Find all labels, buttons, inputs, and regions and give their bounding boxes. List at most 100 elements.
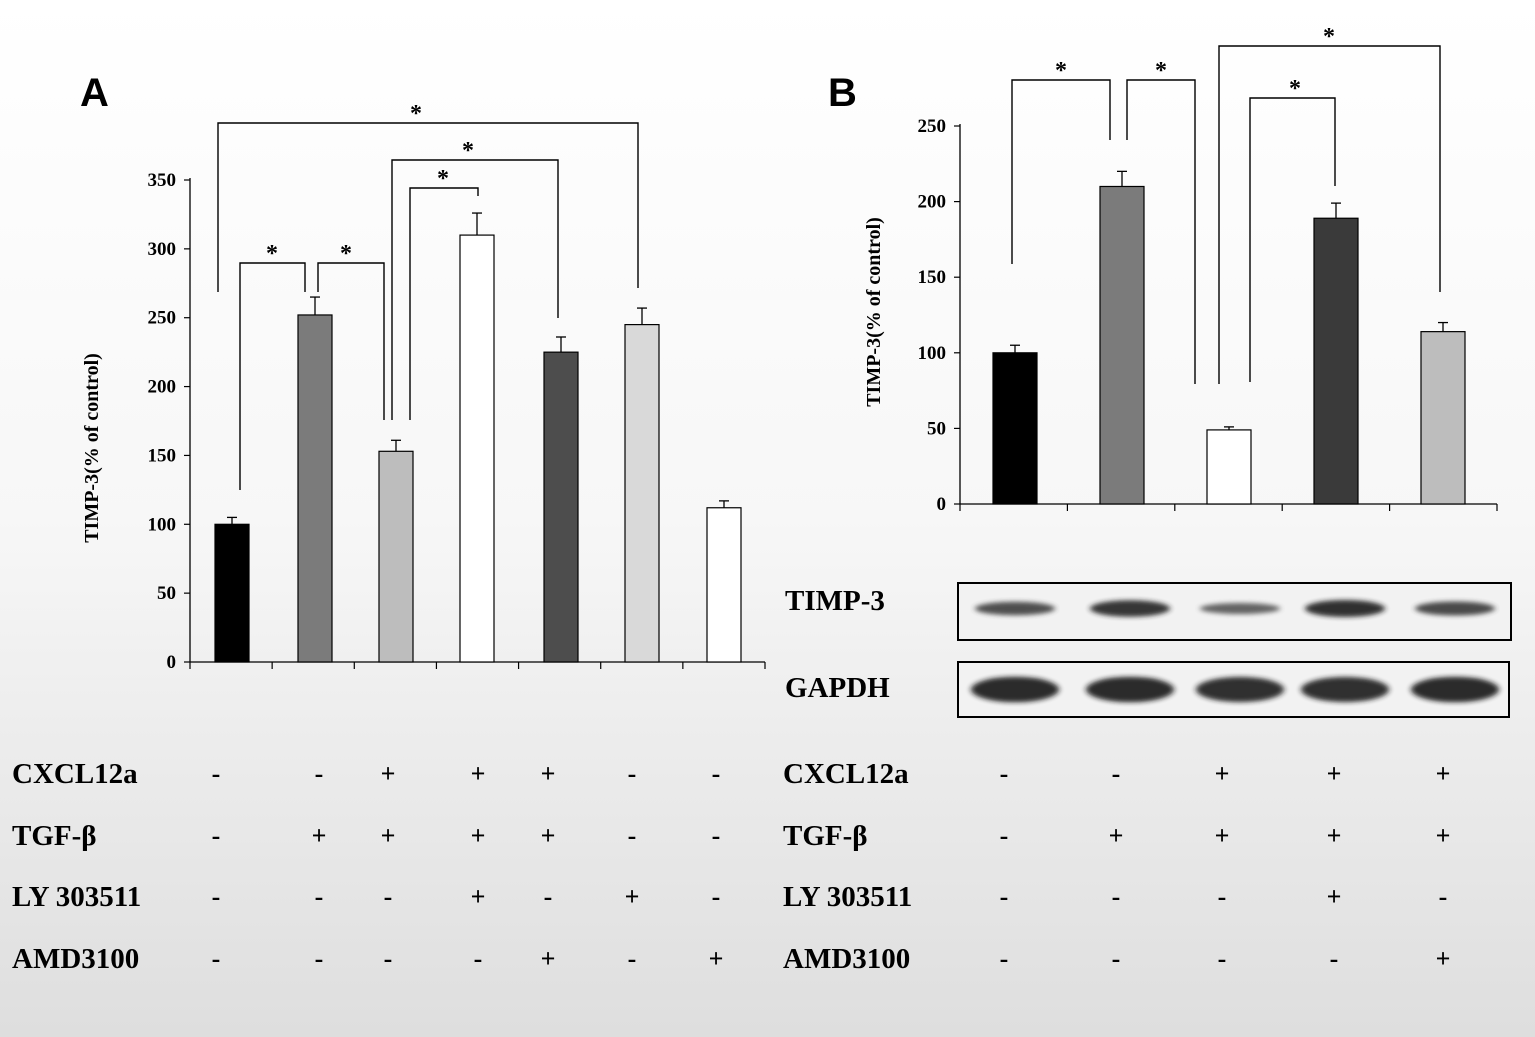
significance-star: *	[340, 241, 352, 267]
treatment-sign: -	[1112, 944, 1121, 973]
y-tick-label: 50	[927, 418, 946, 439]
treatment-sign: +	[381, 821, 396, 850]
y-tick-label: 150	[918, 267, 947, 288]
treatment-sign: +	[1327, 759, 1342, 788]
treatment-sign: -	[212, 882, 221, 911]
treatment-sign: -	[628, 759, 637, 788]
treatment-sign: -	[712, 882, 721, 911]
significance-bracket	[1249, 97, 1336, 382]
significance-star: *	[1323, 24, 1335, 50]
y-tick-label: 150	[148, 445, 177, 466]
treatment-sign: +	[625, 882, 640, 911]
significance-bracket	[217, 122, 639, 292]
bar	[214, 523, 250, 663]
y-tick-label: 0	[167, 652, 177, 673]
significance-star: *	[266, 241, 278, 267]
y-tick-label: 100	[148, 514, 177, 535]
treatment-sign: +	[1327, 821, 1342, 850]
bar	[992, 352, 1038, 505]
bar	[1206, 429, 1252, 505]
treatment-sign: -	[315, 759, 324, 788]
significance-bracket	[1011, 79, 1111, 264]
treatment-sign: -	[384, 944, 393, 973]
treatment-sign: +	[541, 759, 556, 788]
significance-star: *	[410, 101, 422, 127]
treatment-sign: -	[1112, 759, 1121, 788]
panel-letter-a: A	[80, 71, 109, 115]
treatment-sign: +	[471, 759, 486, 788]
y-tick-label: 50	[157, 583, 176, 604]
treatment-sign: +	[1436, 759, 1451, 788]
y-tick-label: 350	[148, 170, 177, 191]
treatment-sign: -	[712, 821, 721, 850]
treatment-name: TGF-β	[783, 820, 868, 852]
treatment-sign: +	[1109, 821, 1124, 850]
treatment-sign: -	[628, 944, 637, 973]
significance-star: *	[1155, 58, 1167, 84]
treatment-sign: -	[315, 882, 324, 911]
treatment-name: AMD3100	[12, 943, 139, 975]
treatment-sign: +	[471, 821, 486, 850]
treatment-sign: +	[1215, 759, 1230, 788]
bar	[543, 351, 579, 663]
chart-panel-a: 0 50 100 150 200 250 300 350 TIMP-3(% of control…	[12, 101, 766, 975]
y-tick-label: 100	[918, 343, 947, 364]
blot-band	[1090, 600, 1170, 617]
y-axis-label: TIMP-3(% of control)	[81, 353, 103, 543]
significance-star: *	[462, 138, 474, 164]
treatment-sign: -	[1330, 944, 1339, 973]
y-axis-label: TIMP-3(% of control)	[863, 217, 885, 407]
bar	[1099, 185, 1145, 505]
significance-bracket	[409, 187, 479, 420]
treatment-sign: -	[1439, 882, 1448, 911]
treatment-sign: -	[1218, 882, 1227, 911]
treatment-sign: -	[315, 944, 324, 973]
treatment-sign: +	[471, 882, 486, 911]
treatment-sign: -	[1218, 944, 1227, 973]
significance-bracket	[391, 159, 559, 420]
significance-star: *	[1289, 76, 1301, 102]
significance-bracket	[317, 262, 385, 420]
blot-band	[1086, 676, 1174, 703]
y-tick-label: 300	[148, 239, 177, 260]
treatment-sign: +	[1215, 821, 1230, 850]
significance-bracket	[1126, 79, 1196, 384]
y-tick-label: 200	[148, 377, 177, 398]
treatment-sign: -	[474, 944, 483, 973]
blot-band	[1305, 600, 1385, 617]
treatment-sign: -	[212, 944, 221, 973]
treatment-sign: +	[312, 821, 327, 850]
y-tick-label: 250	[918, 116, 947, 137]
treatment-sign: +	[1436, 821, 1451, 850]
blot-band	[975, 601, 1055, 616]
treatment-sign: +	[709, 944, 724, 973]
significance-bracket	[1218, 45, 1441, 384]
blot-band	[1411, 676, 1499, 703]
treatment-sign: +	[541, 944, 556, 973]
blot-row-label: TIMP-3	[785, 585, 885, 617]
bar	[378, 450, 414, 663]
treatment-name: AMD3100	[783, 943, 910, 975]
y-tick-label: 200	[918, 192, 947, 213]
treatment-sign: -	[712, 759, 721, 788]
significance-star: *	[437, 166, 449, 192]
blot-band	[1301, 676, 1389, 703]
panel-letter-b: B	[828, 71, 857, 115]
bar	[1420, 331, 1466, 505]
blot-band	[971, 676, 1059, 703]
treatment-name: LY 303511	[12, 881, 141, 913]
treatment-sign: +	[381, 759, 396, 788]
treatment-sign: -	[1000, 821, 1009, 850]
bar	[706, 507, 742, 663]
bar	[624, 324, 660, 663]
treatment-sign: -	[212, 759, 221, 788]
treatment-sign: -	[1000, 759, 1009, 788]
treatment-name: TGF-β	[12, 820, 97, 852]
treatment-name: LY 303511	[783, 881, 912, 913]
treatment-name: CXCL12a	[12, 758, 138, 790]
treatment-sign: -	[1000, 882, 1009, 911]
blot-band	[1200, 603, 1280, 614]
significance-star: *	[1055, 58, 1067, 84]
bar	[297, 314, 333, 663]
